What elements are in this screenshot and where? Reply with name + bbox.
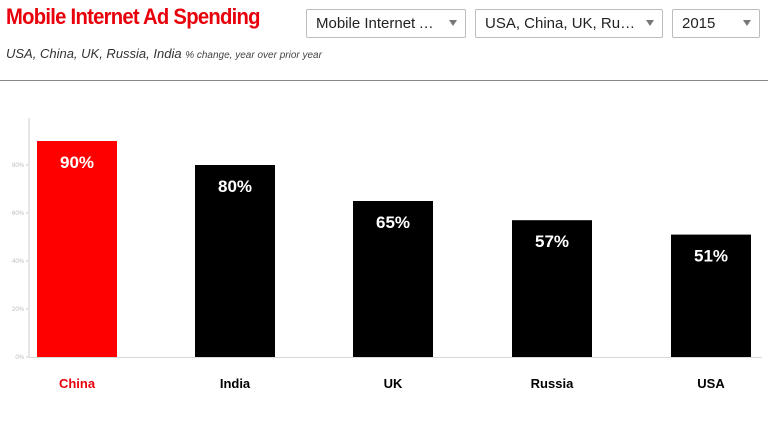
category-label: India	[220, 376, 251, 391]
countries-dropdown-value: USA, China, UK, Russi…	[485, 15, 638, 32]
category-label: Russia	[531, 376, 574, 391]
header-divider	[0, 80, 768, 81]
category-label: USA	[697, 376, 725, 391]
bar-chart: 0% 20% 40% 60% 80% 90% China 80% India 65% UK 57% Ru…	[12, 118, 762, 391]
chevron-down-icon	[449, 20, 457, 26]
category-label: UK	[384, 376, 403, 391]
bar-value-label: 80%	[218, 177, 252, 196]
category-label: China	[59, 376, 96, 391]
bar	[195, 165, 275, 357]
y-tick-label: 60%	[12, 211, 25, 217]
bar-value-label: 57%	[535, 232, 569, 251]
year-dropdown-value: 2015	[682, 15, 716, 32]
metric-dropdown-value: Mobile Internet A…	[316, 15, 441, 32]
year-dropdown[interactable]: 2015	[672, 9, 760, 38]
bar	[353, 201, 433, 357]
y-tick-label: 80%	[12, 163, 25, 169]
subtitle-note: % change, year over prior year	[185, 50, 322, 61]
bar	[671, 234, 751, 357]
chart-subtitle: USA, China, UK, Russia, India % change, …	[6, 46, 322, 61]
bar	[512, 220, 592, 357]
countries-dropdown[interactable]: USA, China, UK, Russi…	[475, 9, 663, 38]
bar-value-label: 51%	[694, 247, 728, 266]
chart-title: Mobile Internet Ad Spending	[6, 4, 260, 29]
bar-value-label: 90%	[60, 153, 94, 172]
metric-dropdown[interactable]: Mobile Internet A…	[306, 9, 466, 38]
subtitle-countries: USA, China, UK, Russia, India	[6, 46, 182, 61]
chevron-down-icon	[646, 20, 654, 26]
y-tick-label: 40%	[12, 259, 25, 265]
y-tick-label: 0%	[15, 355, 24, 361]
bar-value-label: 65%	[376, 213, 410, 232]
y-tick-label: 20%	[12, 307, 25, 313]
chevron-down-icon	[743, 20, 751, 26]
bar	[37, 141, 117, 357]
